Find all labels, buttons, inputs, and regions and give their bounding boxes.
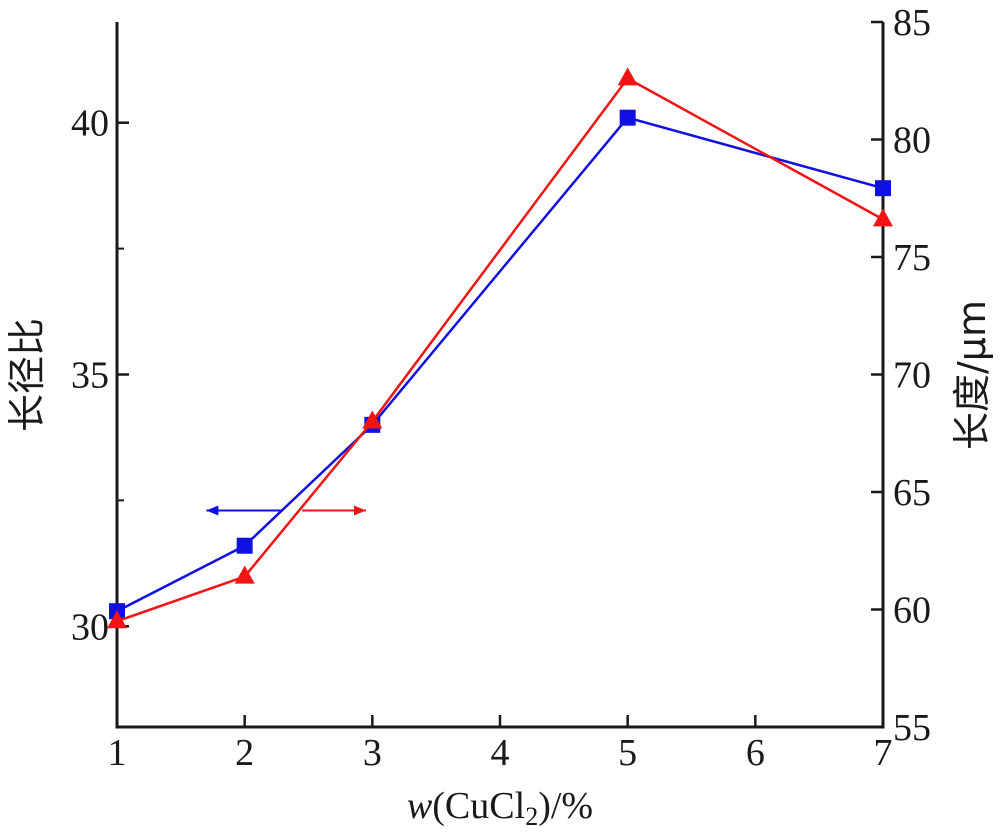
series-point-triangle (362, 410, 383, 429)
y-right-tick-label: 85 (893, 2, 931, 44)
x-tick-label: 7 (874, 732, 893, 774)
x-tick-label: 1 (108, 732, 127, 774)
y-right-tick-label: 65 (893, 472, 931, 514)
x-axis-title-sub: 2 (525, 802, 538, 831)
y-right-tick-label: 55 (893, 707, 931, 749)
series-layer (107, 67, 893, 629)
series-line-1 (116, 77, 884, 623)
y-left-tick-label: 40 (71, 103, 109, 145)
x-tick-label: 4 (491, 732, 510, 774)
series-point-square (236, 537, 253, 554)
x-tick-label: 3 (363, 732, 382, 774)
series-point-triangle (107, 610, 127, 629)
y-right-tick-label: 80 (893, 120, 931, 162)
y-axis-right-title: 长度/μm (950, 300, 994, 450)
series-point-triangle (873, 208, 893, 227)
y-right-tick-label: 60 (893, 590, 931, 632)
y-axis-left-title: 长径比 (5, 318, 49, 432)
series-point-triangle (234, 565, 255, 584)
y-right-tick-label: 75 (893, 237, 931, 279)
series-point-triangle (617, 67, 638, 86)
y-right-tick-label: 70 (893, 355, 931, 397)
axes: 1 2 3 4 5 6 7 30 35 40 55 60 65 70 75 80 85 (71, 2, 931, 774)
x-tick-label: 6 (746, 732, 765, 774)
y-left-tick-label: 35 (71, 355, 109, 397)
x-tick-label: 2 (235, 732, 254, 774)
series-line-0 (116, 116, 884, 613)
arrow-head (353, 505, 366, 516)
annotations (206, 505, 366, 516)
series-point-square (875, 180, 891, 197)
series-point-square (619, 109, 636, 126)
x-axis-title-close: )/% (538, 785, 593, 827)
x-tick-label: 5 (618, 732, 637, 774)
y-left-tick-label: 30 (71, 606, 109, 648)
x-axis-title-var: w (407, 785, 433, 827)
arrow-head (206, 505, 219, 516)
x-axis-title: w(CuCl2)/% (407, 785, 593, 831)
x-axis-title-open: (CuCl (432, 785, 525, 827)
